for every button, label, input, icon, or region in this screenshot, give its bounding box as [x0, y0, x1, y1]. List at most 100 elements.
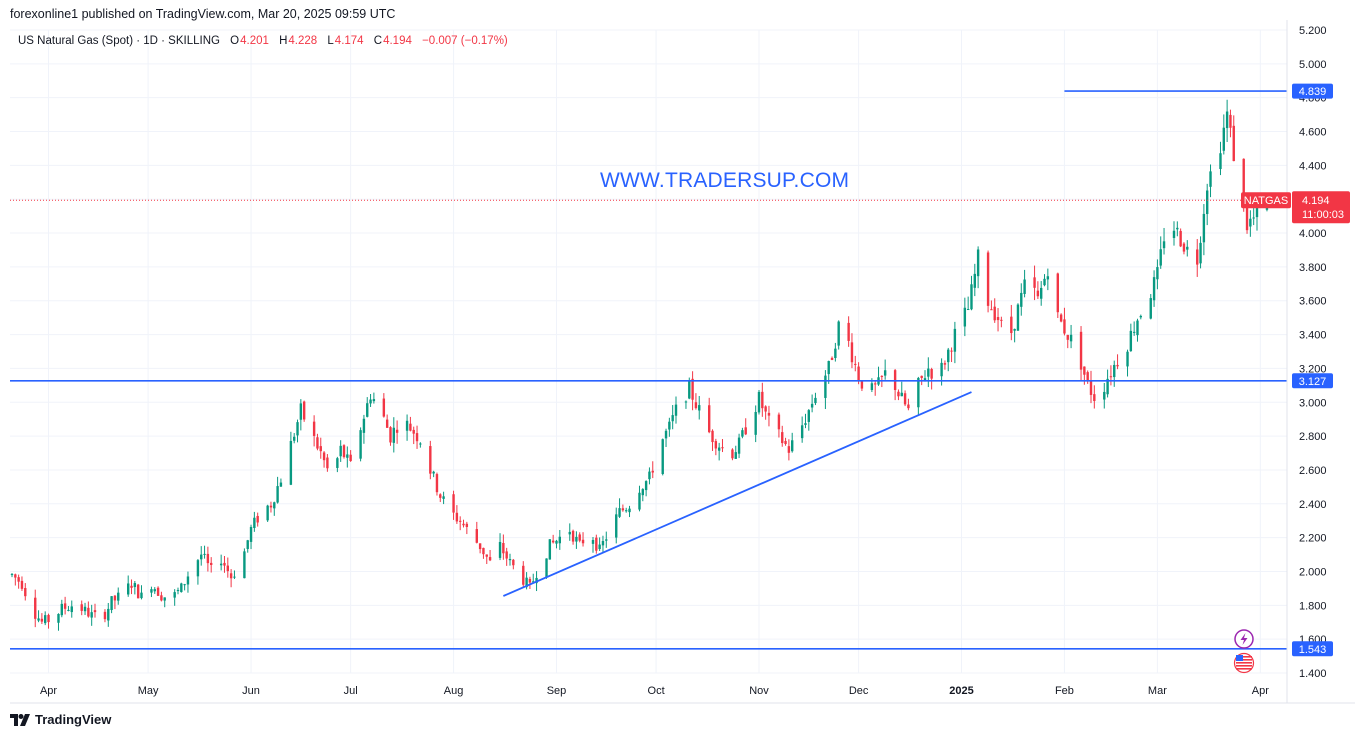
candle-body [266, 505, 269, 521]
candle-body [156, 587, 160, 596]
candle-body [127, 583, 130, 595]
candle-body [874, 383, 877, 385]
candle-body [459, 520, 462, 522]
candle-body [276, 486, 279, 503]
candle-body [293, 436, 296, 441]
legend-low-value: 4.174 [334, 35, 364, 47]
candle-body [551, 540, 555, 543]
price-tags: 4.839 3.127 1.543 NATGAS 4.194 11:00:03 [1241, 83, 1350, 657]
legend-change: −0.007 (−0.17%) [422, 35, 508, 47]
candle-body [392, 427, 395, 443]
legend-symbol: US Natural Gas (Spot) · 1D · SKILLING [18, 35, 220, 47]
candle-body [1149, 298, 1152, 319]
candle-body [136, 584, 140, 599]
candle-body [625, 510, 628, 512]
candle-body [452, 494, 455, 513]
time-axis[interactable]: Apr May Jun Jul Aug Sep Oct Nov Dec 2025 Feb Mar Apr [40, 685, 1269, 697]
candle-body [668, 421, 671, 430]
candle-body [1136, 320, 1139, 336]
candle-body [299, 403, 303, 420]
candle-body [1139, 315, 1142, 318]
candle-body [249, 526, 253, 542]
horizontal-levels[interactable] [10, 90, 1287, 650]
candle-body [203, 553, 206, 555]
trendline[interactable] [503, 391, 972, 597]
candle-body [525, 577, 528, 588]
candle-body [923, 378, 927, 381]
candle-body [70, 606, 73, 613]
candle-body [674, 404, 678, 416]
candle-body [950, 350, 953, 352]
candle-body [462, 523, 465, 526]
candle-body [1242, 158, 1245, 203]
candle-body [20, 580, 24, 589]
event-icons[interactable] [1233, 629, 1255, 674]
lightning-icon[interactable] [1234, 629, 1254, 649]
candle-body [87, 607, 90, 617]
level-price-tag [1292, 641, 1333, 657]
candle-body [1086, 372, 1089, 382]
candle-body [1116, 364, 1119, 367]
countdown-label: 11:00:03 [1302, 209, 1344, 221]
y-tick-label: 3.600 [1299, 296, 1327, 308]
candle-body [568, 531, 571, 535]
candle-body [661, 439, 664, 475]
x-tick-label: Sep [547, 685, 567, 697]
price-axis[interactable]: 5.2005.0004.8004.6004.4004.2004.0003.800… [10, 20, 1355, 704]
candle-body [764, 406, 767, 412]
us-flag-icon[interactable] [1233, 652, 1255, 674]
candle-body [312, 421, 316, 436]
candle-body [1172, 230, 1176, 238]
candle-body [694, 402, 698, 409]
candle-body [545, 558, 548, 578]
x-tick-label: May [138, 685, 159, 697]
candle-body [180, 583, 183, 593]
level-price-label: 3.127 [1299, 376, 1327, 388]
tradingview-footer[interactable]: TradingView [10, 712, 111, 727]
candle-body [575, 536, 578, 542]
candle-body [777, 414, 781, 430]
candle-body [10, 574, 14, 576]
candle-body [1000, 319, 1003, 321]
candle-body [342, 445, 346, 458]
candle-body [1036, 290, 1040, 297]
candle-body [302, 401, 306, 420]
y-tick-label: 2.200 [1299, 533, 1327, 545]
publisher-line: forexonline1 published on TradingView.co… [10, 7, 396, 21]
candle-body [827, 361, 830, 375]
candle-body [465, 523, 469, 528]
candle-body [1219, 153, 1222, 170]
candle-body [598, 544, 601, 550]
candle-body [412, 429, 415, 434]
candle-body [349, 454, 352, 462]
candle-body [326, 457, 329, 469]
support-trendline[interactable] [503, 391, 972, 597]
candle-body [153, 589, 156, 592]
candle-body [558, 536, 561, 544]
candle-body [160, 595, 163, 601]
candle-body [1132, 331, 1136, 333]
candle-body [555, 540, 558, 544]
candle-body [651, 470, 654, 473]
candle-body [196, 560, 200, 577]
candle-body [405, 420, 409, 431]
candle-body [482, 547, 485, 555]
candle-body [1222, 127, 1225, 151]
candle-body [1225, 111, 1229, 129]
candle-body [110, 596, 113, 611]
candle-body [721, 447, 724, 449]
candle-body [578, 534, 581, 541]
x-tick-label: Jul [344, 685, 358, 697]
x-tick-label: 2025 [949, 685, 973, 697]
candle-body [289, 440, 293, 485]
candle-body [800, 425, 804, 439]
candle-body [150, 589, 153, 593]
candle-body [1206, 190, 1209, 215]
y-tick-label: 2.000 [1299, 566, 1327, 578]
candle-body [581, 539, 585, 544]
candle-body [664, 430, 668, 439]
candle-body [605, 539, 608, 541]
candle-body [130, 585, 133, 588]
candle-body [1232, 125, 1235, 162]
